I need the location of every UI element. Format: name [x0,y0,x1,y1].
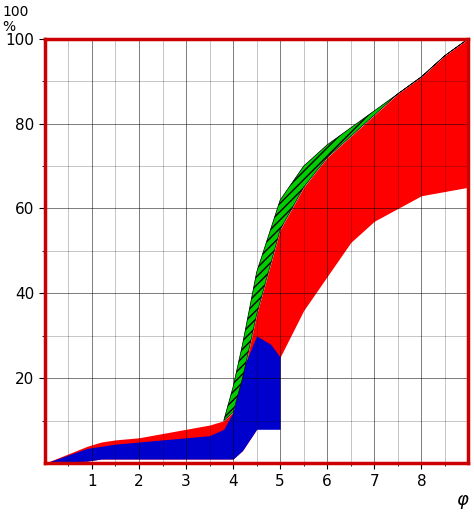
X-axis label: φ: φ [456,491,468,509]
Text: 100
%: 100 % [2,5,29,35]
